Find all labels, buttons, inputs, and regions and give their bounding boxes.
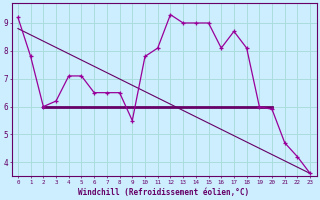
X-axis label: Windchill (Refroidissement éolien,°C): Windchill (Refroidissement éolien,°C)	[78, 188, 250, 197]
